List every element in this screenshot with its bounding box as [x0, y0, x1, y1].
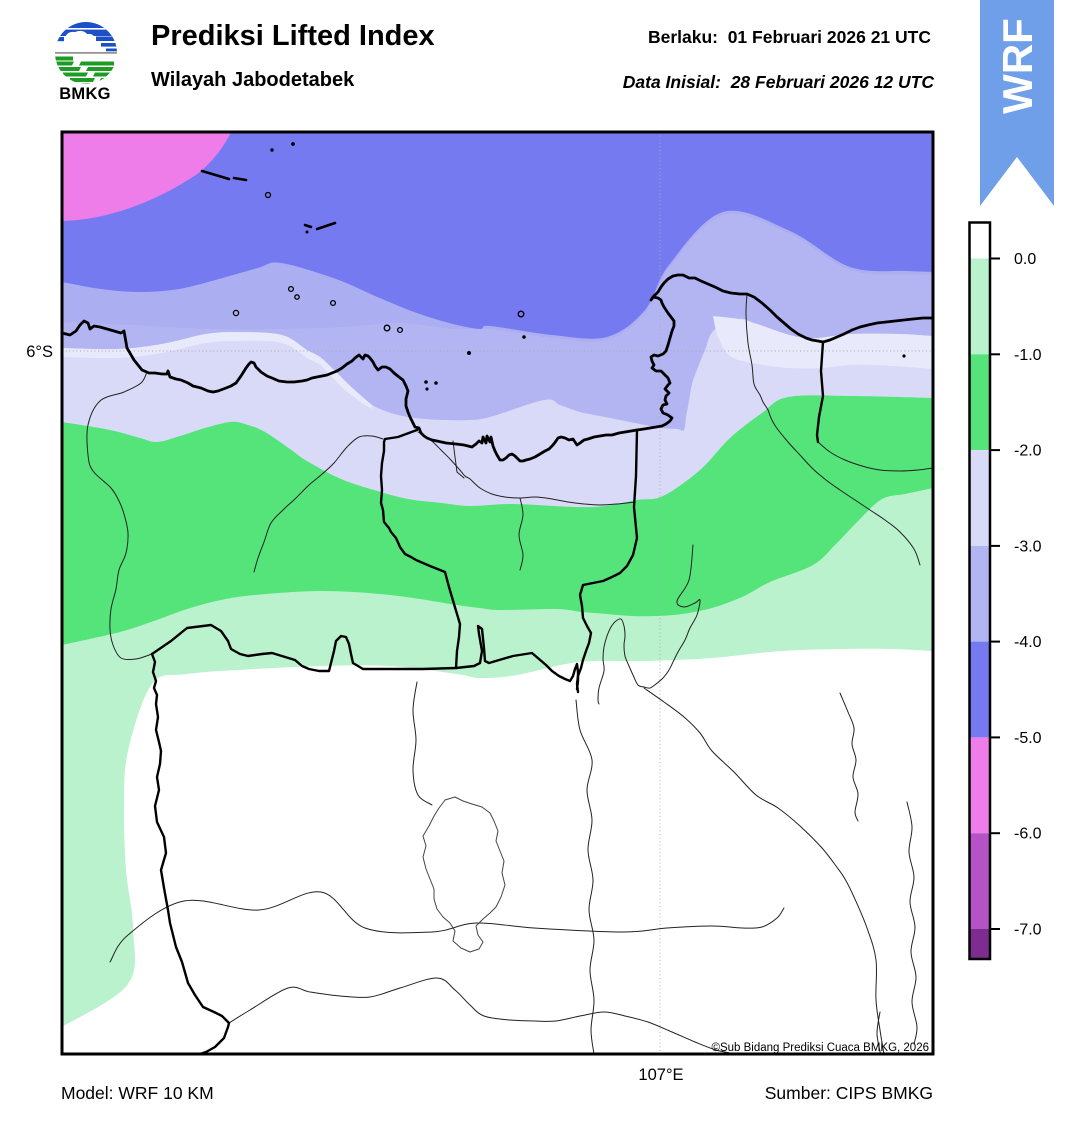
- svg-text:©Sub Bidang Prediksi Cuaca BMK: ©Sub Bidang Prediksi Cuaca BMKG, 2026: [711, 1042, 929, 1054]
- svg-text:WRF: WRF: [994, 18, 1041, 114]
- svg-text:Model: WRF 10 KM: Model: WRF 10 KM: [61, 1083, 214, 1103]
- svg-text:-6.0: -6.0: [1014, 826, 1042, 843]
- svg-text:Sumber: CIPS BMKG: Sumber: CIPS BMKG: [765, 1083, 933, 1103]
- svg-text:-1.0: -1.0: [1014, 347, 1042, 364]
- svg-text:-2.0: -2.0: [1014, 443, 1042, 460]
- svg-text:-3.0: -3.0: [1014, 538, 1042, 555]
- svg-text:Data Inisial: 28 Februari 202: Data Inisial: 28 Februari 2026 12 UTC: [623, 72, 935, 92]
- svg-text:-7.0: -7.0: [1014, 922, 1042, 939]
- svg-text:BMKG: BMKG: [59, 85, 111, 103]
- svg-text:107°E: 107°E: [638, 1066, 683, 1084]
- svg-text:Berlaku: 01 Februari 2026 21: Berlaku: 01 Februari 2026 21 UTC: [648, 27, 931, 47]
- svg-text:-4.0: -4.0: [1014, 634, 1042, 651]
- svg-text:Prediksi Lifted Index: Prediksi Lifted Index: [151, 20, 435, 52]
- svg-text:-5.0: -5.0: [1014, 730, 1042, 747]
- svg-text:0.0: 0.0: [1014, 251, 1036, 268]
- svg-text:6°S: 6°S: [26, 343, 53, 361]
- svg-text:Wilayah Jabodetabek: Wilayah Jabodetabek: [151, 69, 355, 91]
